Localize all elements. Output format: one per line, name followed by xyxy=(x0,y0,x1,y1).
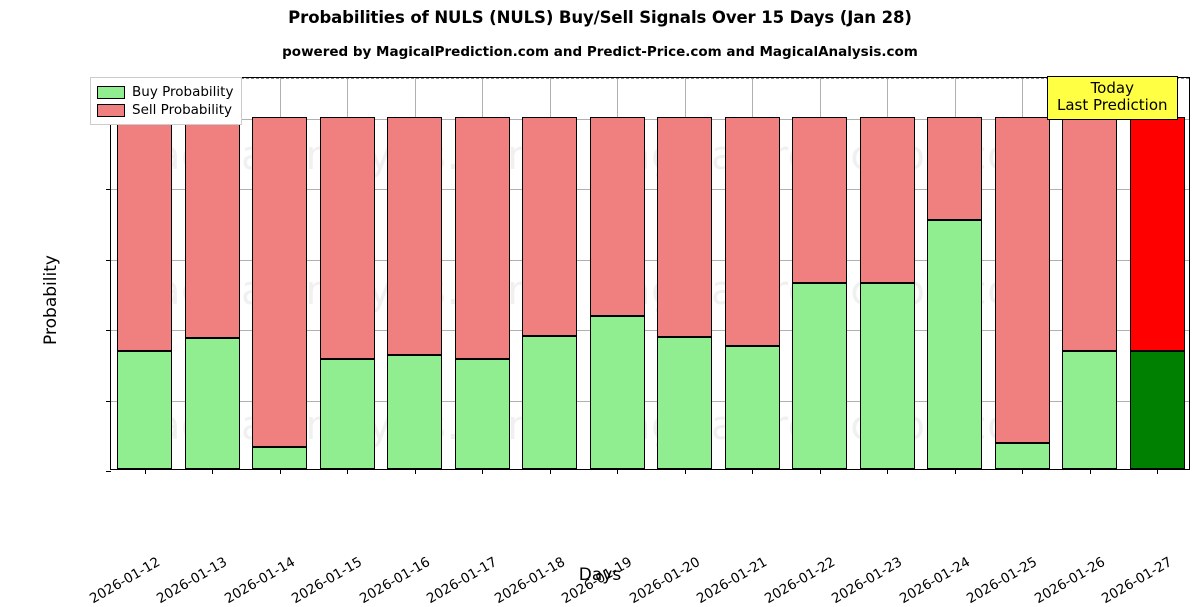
gridline-horizontal xyxy=(111,330,1189,331)
bar-group[interactable] xyxy=(1062,78,1118,469)
bar-segment-sell[interactable] xyxy=(1129,116,1185,352)
bar-group[interactable] xyxy=(117,78,173,469)
bar-segment-sell[interactable] xyxy=(454,116,510,359)
bar-group[interactable] xyxy=(387,78,443,469)
legend-item-buy: Buy Probability xyxy=(97,83,233,101)
bar-segment-buy[interactable] xyxy=(319,359,375,469)
bar-segment-sell[interactable] xyxy=(994,116,1050,443)
bar-segment-sell[interactable] xyxy=(319,116,375,360)
bar-group[interactable] xyxy=(1129,78,1185,469)
bar-group[interactable] xyxy=(994,78,1050,469)
bar-segment-sell[interactable] xyxy=(184,116,240,338)
bar-group[interactable] xyxy=(792,78,848,469)
x-tick-mark xyxy=(549,469,551,474)
legend-swatch-buy xyxy=(97,85,125,99)
y-axis-label: Probability xyxy=(40,255,61,345)
legend-label-buy: Buy Probability xyxy=(132,84,234,100)
x-tick-mark xyxy=(414,469,416,474)
annotation-line-today: Today xyxy=(1090,79,1134,97)
bar-segment-buy[interactable] xyxy=(859,283,915,469)
chart-subtitle: powered by MagicalPrediction.com and Pre… xyxy=(282,44,918,60)
bar-segment-sell[interactable] xyxy=(927,116,983,221)
bar-group[interactable] xyxy=(454,78,510,469)
bar-segment-buy[interactable] xyxy=(792,283,848,469)
bar-segment-sell[interactable] xyxy=(522,116,578,337)
bar-segment-sell[interactable] xyxy=(724,116,780,346)
gridline-horizontal xyxy=(111,259,1189,261)
bar-segment-buy[interactable] xyxy=(387,354,443,469)
bar-segment-buy[interactable] xyxy=(589,315,645,469)
x-tick-mark xyxy=(954,469,956,474)
gridline-horizontal xyxy=(111,400,1189,402)
bar-segment-sell[interactable] xyxy=(117,116,173,352)
x-tick-mark xyxy=(482,469,484,474)
legend-swatch-sell xyxy=(97,103,125,117)
bar-segment-buy[interactable] xyxy=(724,345,780,469)
bar-group[interactable] xyxy=(589,78,645,469)
y-tick-mark xyxy=(106,330,111,331)
bar-segment-buy[interactable] xyxy=(994,442,1050,469)
annotation-line-last-prediction: Last Prediction xyxy=(1057,95,1168,114)
bar-segment-buy[interactable] xyxy=(927,220,983,469)
chart-title: Probabilities of NULS (NULS) Buy/Sell Si… xyxy=(288,8,912,27)
bar-group[interactable] xyxy=(319,78,375,469)
bar-segment-sell[interactable] xyxy=(589,116,645,316)
bar-segment-sell[interactable] xyxy=(859,116,915,284)
bar-segment-buy[interactable] xyxy=(522,336,578,469)
plot-area: MagicalAnalysis.comMagicalPrediction.com… xyxy=(87,77,1190,607)
bar-group[interactable] xyxy=(184,78,240,469)
x-tick-mark xyxy=(752,469,754,474)
bar-segment-buy[interactable] xyxy=(184,337,240,469)
x-tick-mark xyxy=(1022,469,1024,474)
bar-segment-sell[interactable] xyxy=(252,116,308,448)
x-tick-mark xyxy=(617,469,619,474)
x-tick-mark xyxy=(1089,469,1091,474)
bar-segment-buy[interactable] xyxy=(117,351,173,469)
bar-group[interactable] xyxy=(859,78,915,469)
x-tick-mark xyxy=(347,469,349,474)
today-last-prediction-annotation: Today Last Prediction xyxy=(1047,76,1178,120)
y-tick-mark xyxy=(106,259,111,261)
x-tick-mark xyxy=(212,469,214,474)
bar-segment-buy[interactable] xyxy=(1062,351,1118,469)
x-axis-label: Days xyxy=(578,565,622,585)
bar-group[interactable] xyxy=(522,78,578,469)
bar-segment-sell[interactable] xyxy=(1062,116,1118,352)
chart-legend: Buy Probability Sell Probability xyxy=(90,77,243,125)
y-tick-mark xyxy=(106,471,111,472)
bar-segment-buy[interactable] xyxy=(252,447,308,469)
reference-dashed-line xyxy=(111,78,1189,79)
bar-segment-sell[interactable] xyxy=(657,116,713,337)
bar-segment-buy[interactable] xyxy=(454,358,510,469)
x-tick-mark xyxy=(1157,469,1159,474)
bar-group[interactable] xyxy=(927,78,983,469)
bar-segment-sell[interactable] xyxy=(792,116,848,284)
gridline-horizontal xyxy=(111,118,1189,120)
legend-label-sell: Sell Probability xyxy=(132,102,233,118)
x-tick-mark xyxy=(279,469,281,474)
plot-inner: MagicalAnalysis.comMagicalPrediction.com… xyxy=(111,78,1189,469)
bar-segment-buy[interactable] xyxy=(1129,351,1185,469)
gridline-horizontal xyxy=(111,189,1189,191)
bar-group[interactable] xyxy=(252,78,308,469)
x-tick-mark xyxy=(684,469,686,474)
y-tick-mark xyxy=(106,189,111,191)
bar-group[interactable] xyxy=(724,78,780,469)
bar-segment-sell[interactable] xyxy=(387,116,443,355)
x-tick-mark xyxy=(144,469,146,474)
y-tick-mark xyxy=(106,400,111,402)
bar-group[interactable] xyxy=(657,78,713,469)
bar-segment-buy[interactable] xyxy=(657,336,713,469)
x-tick-mark xyxy=(819,469,821,474)
legend-item-sell: Sell Probability xyxy=(97,101,233,119)
x-tick-mark xyxy=(887,469,889,474)
